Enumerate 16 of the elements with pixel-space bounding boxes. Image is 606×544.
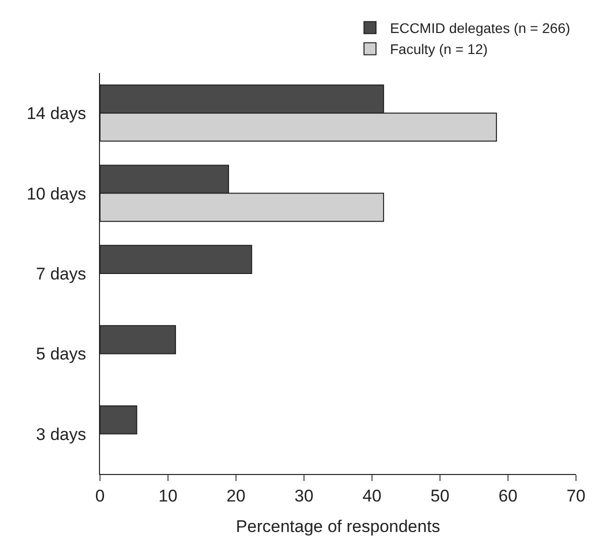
y-tick-label: 7 days xyxy=(36,264,96,284)
x-tick-label: 40 xyxy=(362,486,382,506)
x-tick-label: 20 xyxy=(226,486,246,506)
legend-label: Faculty (n = 12) xyxy=(390,41,488,58)
x-tick-label: 70 xyxy=(566,486,586,506)
x-tick-label: 30 xyxy=(294,486,314,506)
y-tick-label: 10 days xyxy=(26,184,96,204)
y-tick-label: 5 days xyxy=(36,344,96,364)
y-tick-label: 14 days xyxy=(26,104,96,124)
x-tick-label: 50 xyxy=(430,486,450,506)
x-tick-label: 60 xyxy=(498,486,518,506)
legend-label: ECCMID delegates (n = 266) xyxy=(390,20,570,36)
y-tick-label: 3 days xyxy=(36,424,96,444)
x-tick-label: 0 xyxy=(95,486,105,506)
x-tick-label: 10 xyxy=(158,486,178,506)
x-axis-title: Percentage of respondents xyxy=(236,516,440,536)
